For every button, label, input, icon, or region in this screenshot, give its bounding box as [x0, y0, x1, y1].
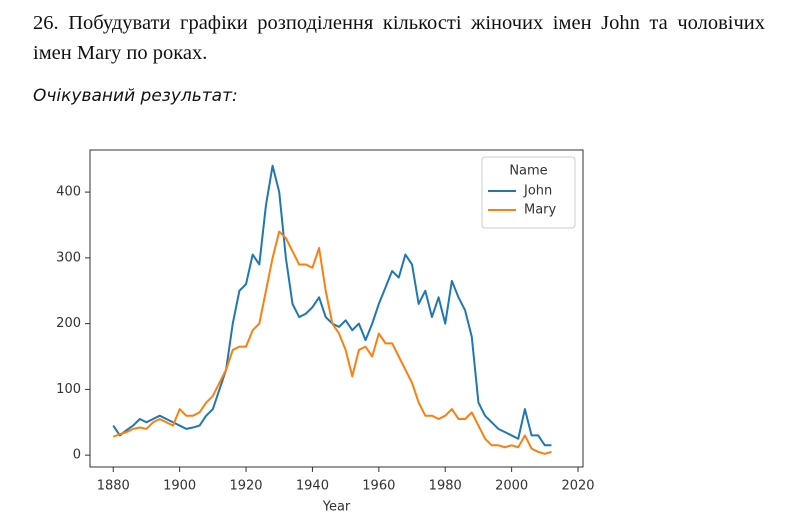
- x-tick-label: 1880: [97, 479, 130, 494]
- x-tick-label: 1900: [163, 479, 196, 494]
- y-tick-label: 400: [56, 185, 81, 200]
- y-tick-label: 300: [56, 250, 81, 265]
- x-tick-label: 2000: [495, 479, 528, 494]
- x-axis-label: Year: [322, 500, 351, 515]
- x-tick-label: 1960: [362, 479, 395, 494]
- line-series: [112, 230, 552, 455]
- expected-result-label: Очікуваний результат:: [33, 86, 238, 106]
- y-tick-label: 0: [73, 448, 81, 463]
- y-tick-label: 100: [56, 382, 81, 397]
- x-tick-label: 1980: [429, 479, 462, 494]
- plot-frame: [89, 149, 584, 468]
- legend-title: Name: [509, 164, 547, 179]
- x-tick-label: 1940: [296, 479, 329, 494]
- task-text: 26. Побудувати графіки розподілення кіль…: [33, 12, 765, 64]
- x-tick-label: 1920: [229, 479, 262, 494]
- legend-label: John: [523, 184, 552, 199]
- y-tick-label: 200: [56, 316, 81, 331]
- x-tick-label: 2020: [561, 479, 594, 494]
- legend-label: Mary: [524, 203, 557, 218]
